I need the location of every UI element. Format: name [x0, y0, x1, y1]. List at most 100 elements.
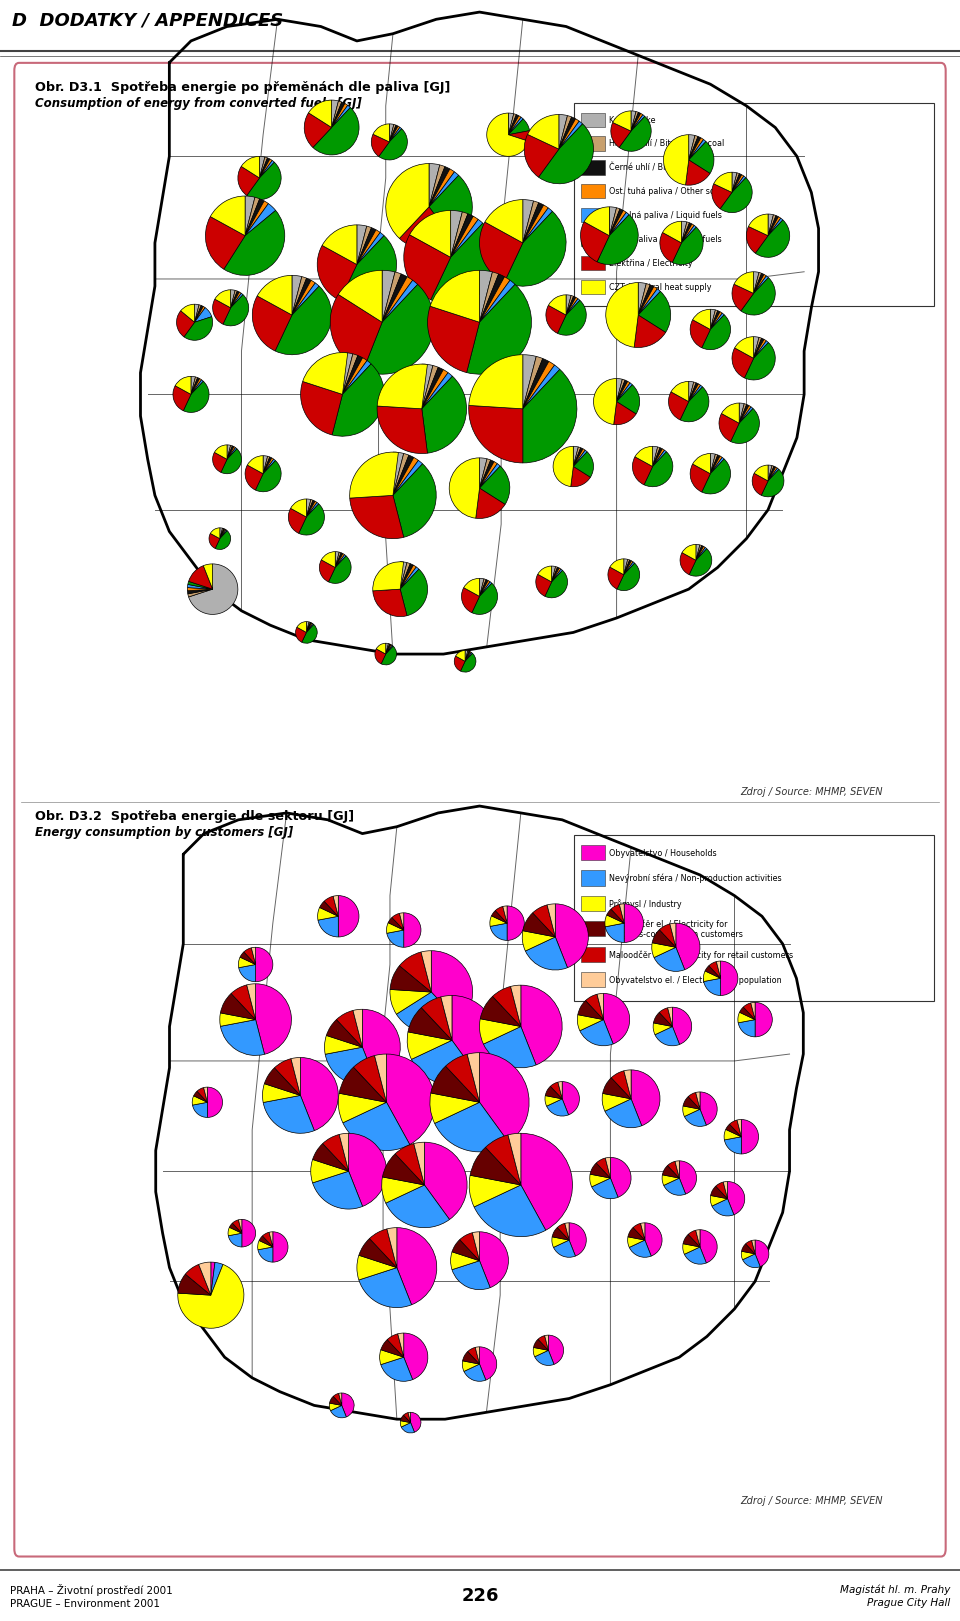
- Wedge shape: [339, 1133, 348, 1170]
- Wedge shape: [194, 1091, 207, 1102]
- Wedge shape: [187, 587, 212, 590]
- Wedge shape: [682, 220, 686, 243]
- Wedge shape: [332, 363, 384, 436]
- Wedge shape: [684, 1109, 707, 1127]
- Wedge shape: [306, 499, 313, 517]
- Wedge shape: [292, 280, 315, 314]
- Wedge shape: [552, 1227, 569, 1240]
- Wedge shape: [688, 383, 699, 402]
- Wedge shape: [624, 1070, 631, 1099]
- Wedge shape: [302, 352, 348, 394]
- Text: Energy consumption by customers [GJ]: Energy consumption by customers [GJ]: [35, 827, 293, 840]
- Wedge shape: [325, 1047, 376, 1084]
- Wedge shape: [711, 183, 732, 209]
- Wedge shape: [396, 1227, 437, 1305]
- Wedge shape: [472, 1232, 480, 1261]
- Wedge shape: [710, 310, 718, 329]
- Wedge shape: [490, 916, 507, 926]
- Wedge shape: [732, 172, 737, 193]
- Wedge shape: [382, 271, 396, 323]
- Wedge shape: [480, 579, 484, 597]
- Wedge shape: [220, 528, 224, 538]
- Text: Velkoodčěr el. / Electricity for
     gross-consumption customers: Velkoodčěr el. / Electricity for gross-c…: [610, 919, 743, 939]
- Wedge shape: [693, 310, 710, 329]
- Wedge shape: [739, 404, 744, 423]
- Wedge shape: [628, 1237, 645, 1248]
- Wedge shape: [468, 1052, 480, 1102]
- Wedge shape: [276, 287, 331, 355]
- Wedge shape: [431, 224, 497, 305]
- Wedge shape: [429, 169, 454, 207]
- Wedge shape: [638, 284, 650, 314]
- Wedge shape: [552, 1237, 569, 1248]
- Wedge shape: [682, 545, 696, 561]
- Wedge shape: [191, 378, 198, 394]
- Wedge shape: [195, 308, 212, 323]
- Wedge shape: [682, 222, 692, 243]
- Wedge shape: [616, 379, 622, 402]
- Wedge shape: [313, 1170, 363, 1209]
- Wedge shape: [329, 1404, 342, 1410]
- Wedge shape: [372, 588, 407, 616]
- Wedge shape: [486, 1135, 521, 1185]
- Wedge shape: [338, 895, 359, 937]
- Wedge shape: [491, 924, 507, 940]
- Wedge shape: [452, 1261, 491, 1290]
- Wedge shape: [753, 473, 768, 496]
- Wedge shape: [503, 906, 507, 924]
- Wedge shape: [463, 1362, 480, 1371]
- Wedge shape: [263, 459, 276, 473]
- Wedge shape: [739, 404, 747, 423]
- Wedge shape: [480, 579, 486, 597]
- Bar: [581, 256, 605, 271]
- Bar: [581, 845, 605, 861]
- Bar: [581, 947, 605, 961]
- Wedge shape: [259, 160, 275, 178]
- Wedge shape: [480, 274, 505, 323]
- Wedge shape: [492, 911, 507, 924]
- Wedge shape: [421, 365, 433, 408]
- Wedge shape: [741, 1251, 756, 1260]
- Wedge shape: [333, 895, 338, 916]
- Wedge shape: [624, 559, 628, 575]
- Wedge shape: [539, 123, 593, 183]
- Wedge shape: [653, 446, 658, 467]
- Wedge shape: [610, 207, 620, 235]
- Wedge shape: [475, 1347, 480, 1365]
- Wedge shape: [212, 452, 228, 472]
- Wedge shape: [708, 961, 721, 977]
- Wedge shape: [408, 1412, 411, 1423]
- Wedge shape: [680, 387, 708, 421]
- Wedge shape: [631, 112, 640, 131]
- Bar: [581, 185, 605, 198]
- Wedge shape: [469, 1175, 521, 1208]
- Wedge shape: [195, 305, 204, 323]
- Wedge shape: [480, 272, 498, 323]
- Wedge shape: [460, 1232, 480, 1261]
- Wedge shape: [257, 276, 292, 314]
- Wedge shape: [326, 1020, 363, 1047]
- Wedge shape: [738, 1020, 756, 1037]
- Wedge shape: [177, 311, 195, 337]
- Wedge shape: [214, 444, 228, 459]
- Wedge shape: [480, 467, 510, 504]
- Wedge shape: [429, 172, 459, 207]
- Wedge shape: [393, 454, 409, 496]
- Wedge shape: [195, 305, 202, 323]
- Wedge shape: [470, 1148, 521, 1185]
- Wedge shape: [721, 961, 738, 995]
- Wedge shape: [509, 117, 523, 135]
- Wedge shape: [710, 454, 718, 473]
- Wedge shape: [593, 379, 616, 425]
- Wedge shape: [335, 553, 343, 567]
- Wedge shape: [393, 457, 419, 496]
- Wedge shape: [404, 913, 421, 947]
- Wedge shape: [633, 1224, 645, 1240]
- Wedge shape: [292, 276, 301, 314]
- Wedge shape: [495, 906, 507, 924]
- Wedge shape: [605, 914, 624, 927]
- Wedge shape: [377, 365, 427, 408]
- Wedge shape: [577, 1015, 604, 1031]
- Wedge shape: [343, 355, 363, 394]
- Wedge shape: [480, 277, 510, 323]
